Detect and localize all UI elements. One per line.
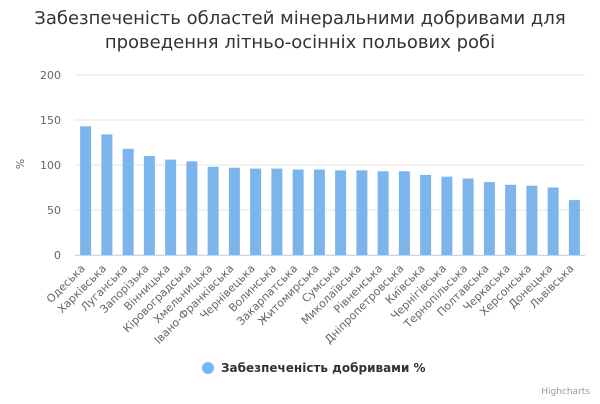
bar[interactable] [80,126,92,255]
bar[interactable] [207,166,219,255]
y-axis-ticks: 0 50 100 150 200 [40,69,61,262]
credits[interactable]: Highcharts [541,387,590,397]
y-tick-label: 200 [40,69,61,82]
bar[interactable] [420,174,432,255]
bar[interactable] [335,170,347,255]
y-tick-label: 50 [47,204,61,217]
legend-label: Забезпеченість добривами % [221,361,426,375]
y-axis-label: % [14,159,27,169]
legend-symbol [202,362,214,374]
bar[interactable] [547,187,559,256]
bar[interactable] [377,171,389,255]
bar[interactable] [250,168,262,255]
bar[interactable] [505,184,517,255]
bars [80,126,580,255]
y-tick-label: 0 [54,249,61,262]
bar[interactable] [398,171,410,255]
bar[interactable] [483,182,495,255]
bar[interactable] [271,168,283,255]
x-axis-category-labels: ОдеськаХарківськаЛуганськаЗапорізькаВінн… [44,262,577,347]
bar[interactable] [462,178,474,256]
bar[interactable] [228,167,240,255]
bar[interactable] [568,200,580,255]
bar[interactable] [441,176,453,255]
y-tick-label: 150 [40,114,61,127]
bar[interactable] [122,148,134,255]
y-tick-label: 100 [40,159,61,172]
chart-title-line2: проведення літньо-осінніх польових робі [105,32,495,53]
bar[interactable] [292,169,304,256]
bar[interactable] [165,159,177,255]
chart-title-line1: Забезпеченість областей мінеральними доб… [34,8,565,29]
bar[interactable] [313,169,325,256]
bar[interactable] [526,185,538,255]
bar[interactable] [143,156,155,255]
legend[interactable]: Забезпеченість добривами % [202,361,426,375]
bar[interactable] [186,161,198,255]
bar[interactable] [356,170,368,255]
bar[interactable] [101,134,113,255]
